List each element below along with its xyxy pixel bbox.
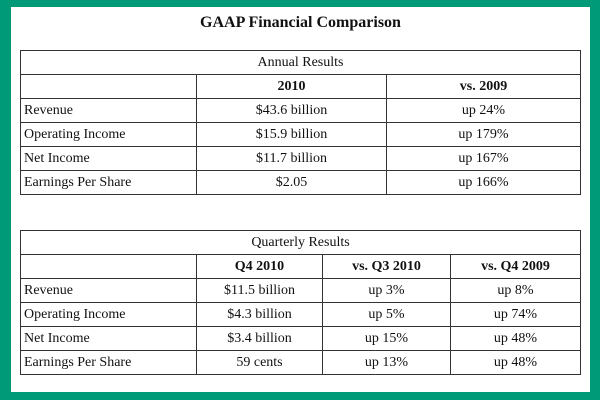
table-header-row: Q4 2010 vs. Q3 2010 vs. Q4 2009 <box>20 254 581 279</box>
table-cell: $43.6 billion <box>196 98 387 123</box>
table-cell: up 13% <box>322 350 451 375</box>
header-cell: vs. Q3 2010 <box>322 254 451 279</box>
table-cell: $11.5 billion <box>196 278 323 303</box>
header-cell: vs. Q4 2009 <box>450 254 581 279</box>
table-row: Revenue $11.5 billion up 3% up 8% <box>20 278 581 303</box>
table-cell: up 8% <box>450 278 581 303</box>
table-cell: $15.9 billion <box>196 122 387 147</box>
header-cell: vs. 2009 <box>386 74 581 99</box>
table-cell: up 166% <box>386 170 581 195</box>
table-cell: up 15% <box>322 326 451 351</box>
table-cell: $2.05 <box>196 170 387 195</box>
table-cell: up 167% <box>386 146 581 171</box>
header-cell: 2010 <box>196 74 387 99</box>
table-cell: up 5% <box>322 302 451 327</box>
annual-results-caption: Annual Results <box>20 50 581 75</box>
header-cell <box>20 74 197 99</box>
row-label: Operating Income <box>20 302 197 327</box>
annual-results-table: Annual Results 2010 vs. 2009 Revenue $43… <box>20 50 581 195</box>
table-row: Earnings Per Share $2.05 up 166% <box>20 170 581 195</box>
table-header-row: 2010 vs. 2009 <box>20 74 581 99</box>
table-cell: up 179% <box>386 122 581 147</box>
table-caption-row: Annual Results <box>20 50 581 75</box>
table-cell: $3.4 billion <box>196 326 323 351</box>
table-cell: $4.3 billion <box>196 302 323 327</box>
row-label: Operating Income <box>20 122 197 147</box>
table-caption-row: Quarterly Results <box>20 230 581 255</box>
row-label: Net Income <box>20 326 197 351</box>
table-cell: up 48% <box>450 326 581 351</box>
table-row: Operating Income $15.9 billion up 179% <box>20 122 581 147</box>
table-cell: $11.7 billion <box>196 146 387 171</box>
table-cell: 59 cents <box>196 350 323 375</box>
table-row: Net Income $11.7 billion up 167% <box>20 146 581 171</box>
row-label: Earnings Per Share <box>20 350 197 375</box>
table-cell: up 48% <box>450 350 581 375</box>
row-label: Revenue <box>20 98 197 123</box>
table-row: Net Income $3.4 billion up 15% up 48% <box>20 326 581 351</box>
row-label: Earnings Per Share <box>20 170 197 195</box>
table-cell: up 3% <box>322 278 451 303</box>
page-title: GAAP Financial Comparison <box>200 14 401 31</box>
row-label: Net Income <box>20 146 197 171</box>
table-cell: up 74% <box>450 302 581 327</box>
table-row: Earnings Per Share 59 cents up 13% up 48… <box>20 350 581 375</box>
header-cell <box>20 254 197 279</box>
table-row: Revenue $43.6 billion up 24% <box>20 98 581 123</box>
row-label: Revenue <box>20 278 197 303</box>
table-row: Operating Income $4.3 billion up 5% up 7… <box>20 302 581 327</box>
quarterly-results-table: Quarterly Results Q4 2010 vs. Q3 2010 vs… <box>20 230 581 375</box>
quarterly-results-caption: Quarterly Results <box>20 230 581 255</box>
document-page: GAAP Financial Comparison Annual Results… <box>11 7 590 392</box>
table-cell: up 24% <box>386 98 581 123</box>
header-cell: Q4 2010 <box>196 254 323 279</box>
